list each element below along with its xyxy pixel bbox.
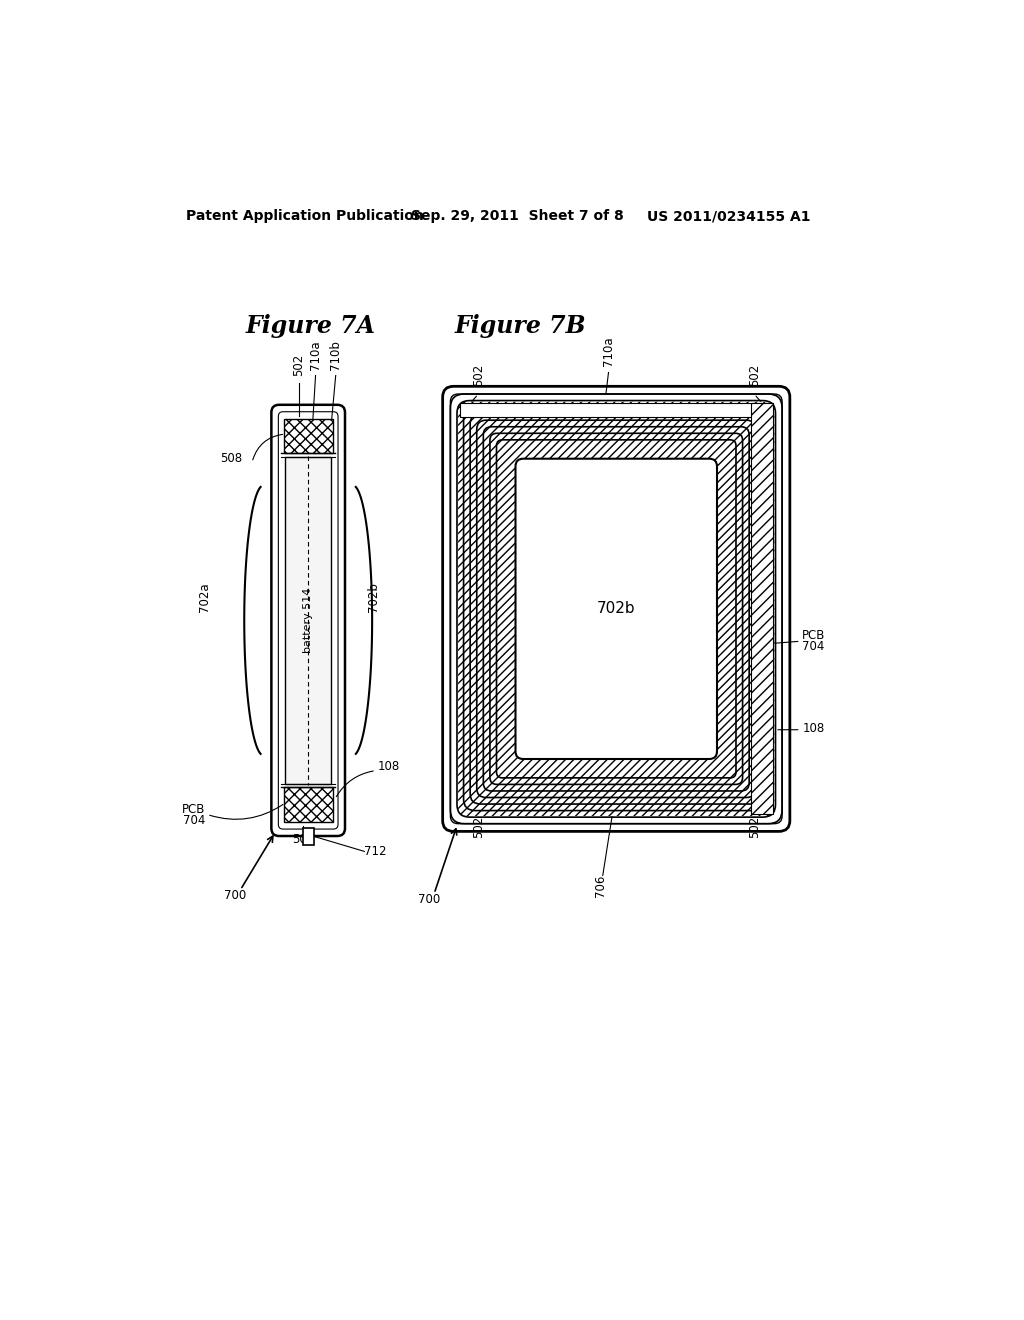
Text: Figure 7B: Figure 7B: [455, 314, 587, 338]
Text: Sep. 29, 2011  Sheet 7 of 8: Sep. 29, 2011 Sheet 7 of 8: [411, 209, 624, 223]
FancyBboxPatch shape: [458, 401, 774, 816]
Text: 700: 700: [224, 888, 246, 902]
Text: 702b: 702b: [597, 602, 636, 616]
Text: 702a: 702a: [198, 582, 211, 612]
Text: 706: 706: [594, 875, 607, 898]
Text: 502: 502: [292, 833, 314, 846]
Text: 702b: 702b: [367, 582, 380, 612]
Text: 502: 502: [472, 816, 484, 838]
Bar: [303, 829, 313, 845]
Bar: [751, 404, 773, 814]
Text: 712: 712: [365, 845, 387, 858]
Text: Patent Application Publication: Patent Application Publication: [186, 209, 424, 223]
Text: 700: 700: [418, 892, 440, 906]
Text: 108: 108: [802, 722, 824, 735]
Bar: [284, 788, 333, 822]
Text: 704: 704: [802, 640, 824, 653]
Bar: [284, 418, 333, 453]
Text: PCB: PCB: [182, 803, 206, 816]
Text: 704: 704: [183, 814, 206, 828]
Bar: [286, 457, 331, 784]
FancyBboxPatch shape: [451, 395, 782, 824]
Bar: [460, 404, 773, 417]
Text: 502: 502: [292, 354, 305, 376]
Text: 710b: 710b: [329, 341, 342, 370]
Text: PCB: PCB: [802, 630, 825, 643]
FancyBboxPatch shape: [442, 387, 790, 832]
Text: US 2011/0234155 A1: US 2011/0234155 A1: [647, 209, 811, 223]
Text: 710a: 710a: [309, 341, 323, 370]
Text: 108: 108: [378, 760, 399, 774]
Text: 508: 508: [220, 453, 243, 465]
FancyBboxPatch shape: [271, 405, 345, 836]
Text: 502: 502: [748, 364, 761, 387]
Text: Figure 7A: Figure 7A: [246, 314, 376, 338]
Text: 502: 502: [748, 816, 761, 838]
Text: 502: 502: [472, 364, 484, 387]
Text: battery 514: battery 514: [303, 587, 313, 653]
Text: 710a: 710a: [602, 337, 615, 367]
FancyBboxPatch shape: [515, 459, 717, 759]
